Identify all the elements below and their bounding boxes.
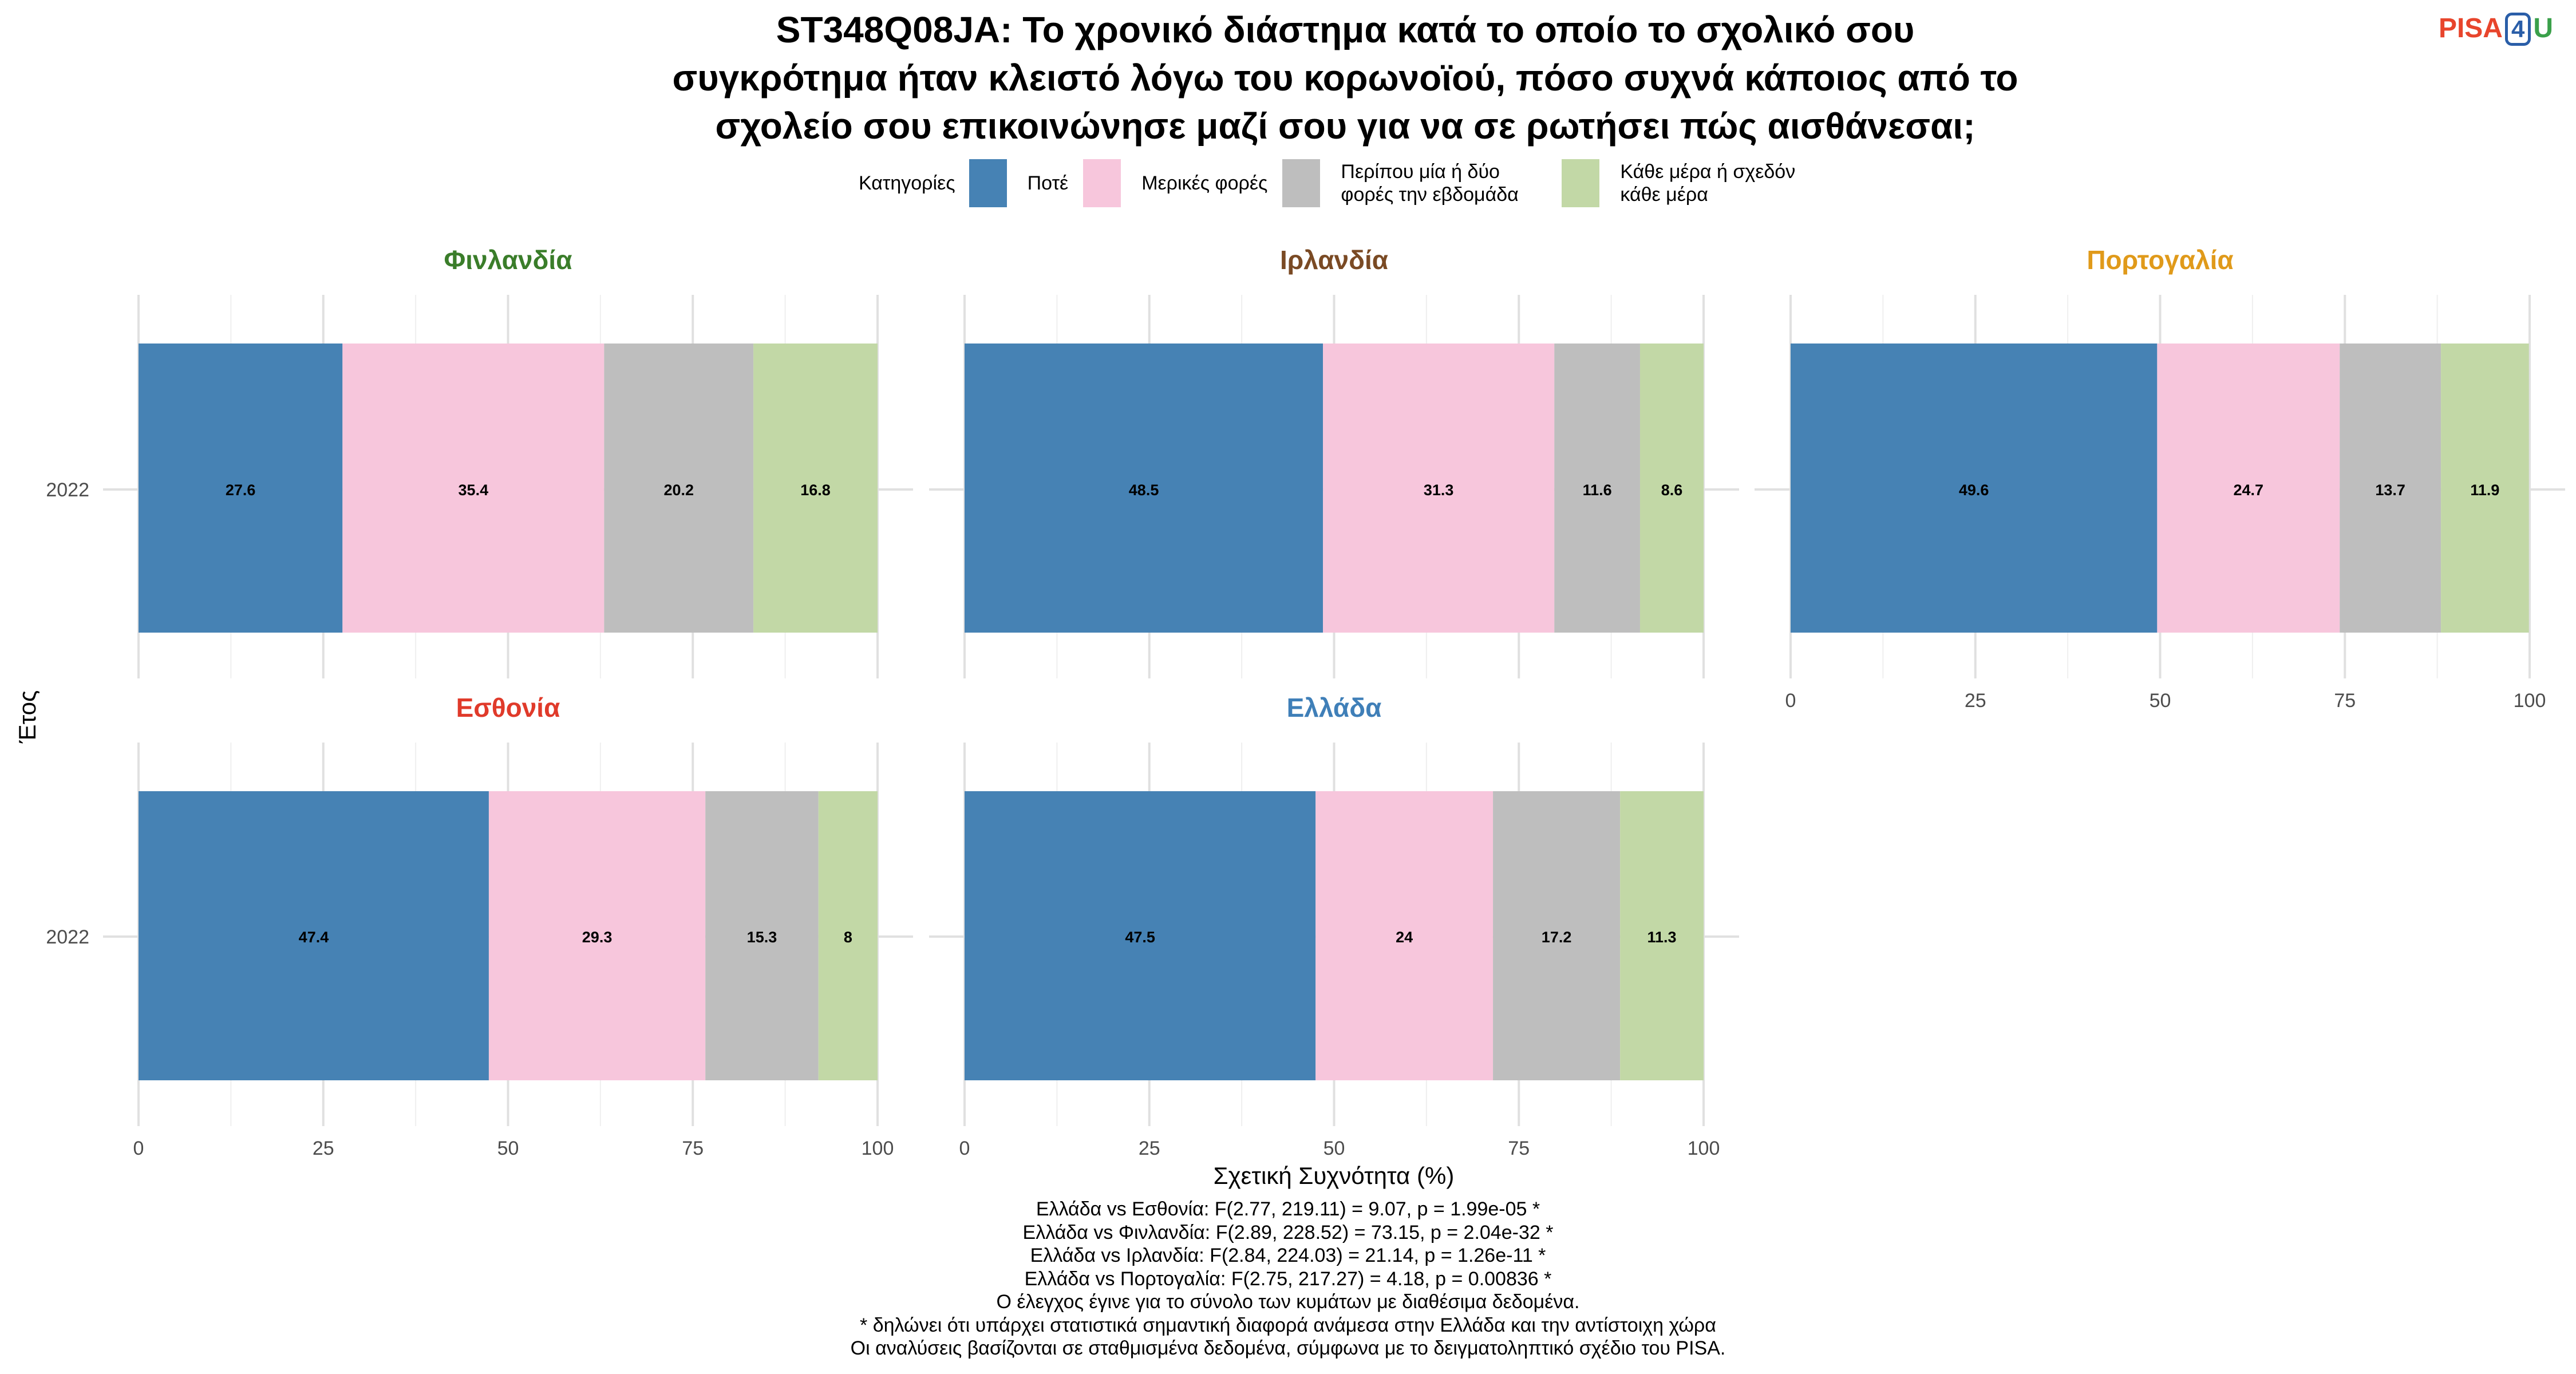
footer-line: * δηλώνει ότι υπάρχει στατιστικά σημαντι…	[860, 1314, 1716, 1336]
panel-title: Φινλανδία	[444, 245, 572, 275]
bar-segment	[1639, 344, 1704, 633]
legend-label: Περίπου μία ή δύο φορές την εβδομάδα	[1341, 161, 1519, 206]
logo-text: 4	[2504, 13, 2531, 46]
x-tick-label: 100	[2514, 690, 2546, 712]
bar-segment	[965, 791, 1316, 1080]
legend-item: Κάθε μέρα ή σχεδόν κάθε μέρα	[1562, 159, 1826, 207]
x-tick-label: 0	[1785, 690, 1796, 712]
data-label: 49.6	[1959, 481, 1989, 499]
panel-title: Πορτογαλία	[2087, 245, 2233, 275]
bar-segment	[1315, 791, 1494, 1080]
bar-segment	[2157, 344, 2340, 633]
y-axis-title: Έτος	[14, 690, 41, 744]
x-tick-label: 0	[959, 1138, 970, 1159]
bar-segment	[1554, 344, 1640, 633]
panel-title: Ελλάδα	[1287, 693, 1382, 722]
legend-label: Κάθε μέρα ή σχεδόν κάθε μέρα	[1620, 161, 1796, 206]
data-label: 8.6	[1661, 481, 1683, 499]
data-label: 47.5	[1125, 929, 1155, 946]
legend-item: Περίπου μία ή δύο φορές την εβδομάδα	[1282, 159, 1547, 207]
x-tick-label: 100	[862, 1138, 894, 1159]
data-label: 31.3	[1424, 481, 1454, 499]
data-label: 27.6	[226, 481, 256, 499]
title-line: σχολείο σου επικοινώνησε μαζί σου για να…	[715, 105, 1976, 147]
legend: Κατηγορίες Ποτέ Μερικές φορές Περίπου μί…	[859, 159, 1841, 207]
bar-segment	[604, 344, 754, 633]
data-label: 20.2	[663, 481, 694, 499]
data-label: 8	[844, 929, 852, 946]
bar-segment	[488, 791, 706, 1080]
x-tick-label: 75	[2334, 690, 2356, 712]
chart-title: ST348Q08JA: Το χρονικό διάστημα κατά το …	[515, 6, 2175, 150]
panel-title: Ιρλανδία	[1280, 245, 1388, 275]
y-tick-label: 2022	[46, 926, 89, 948]
footer-notes: Ελλάδα vs Εσθονία: F(2.77, 219.11) = 9.0…	[687, 1198, 1889, 1360]
footer-line: Ελλάδα vs Ιρλανδία: F(2.84, 224.03) = 21…	[1030, 1245, 1546, 1266]
x-tick-label: 50	[1323, 1138, 1345, 1159]
legend-item: Ποτέ	[969, 159, 1069, 207]
data-label: 35.4	[459, 481, 489, 499]
data-label: 29.3	[582, 929, 613, 946]
bar-segment	[753, 344, 878, 633]
panel-title: Εσθονία	[456, 693, 560, 722]
data-label: 11.3	[1647, 929, 1677, 946]
x-tick-label: 75	[1508, 1138, 1530, 1159]
bar-segment	[139, 791, 489, 1080]
bar-segment	[2340, 344, 2441, 633]
legend-title: Κατηγορίες	[859, 172, 955, 194]
footer-line: Ελλάδα vs Πορτογαλία: F(2.75, 217.27) = …	[1024, 1268, 1552, 1290]
title-line: συγκρότημα ήταν κλειστό λόγω του κορωνοϊ…	[672, 57, 2018, 98]
data-label: 16.8	[800, 481, 831, 499]
bar-segment	[1323, 344, 1555, 633]
legend-key	[1562, 159, 1600, 207]
footer-line: Ελλάδα vs Εσθονία: F(2.77, 219.11) = 9.0…	[1036, 1198, 1540, 1220]
data-label: 15.3	[747, 929, 777, 946]
logo-text: U	[2533, 13, 2553, 44]
data-label: 13.7	[2375, 481, 2405, 499]
bar-segment	[818, 791, 878, 1080]
x-tick-label: 25	[1965, 690, 1986, 712]
y-tick-label: 2022	[46, 479, 89, 501]
legend-key	[969, 159, 1007, 207]
data-label: 11.9	[2470, 481, 2499, 499]
pisa4u-logo: PISA 4 U	[2439, 13, 2553, 46]
bar-segment	[1620, 791, 1704, 1080]
bar-segment	[139, 344, 343, 633]
bar-segment	[2441, 344, 2529, 633]
legend-key	[1282, 159, 1321, 207]
bar-segment	[705, 791, 819, 1080]
x-tick-label: 100	[1688, 1138, 1720, 1159]
x-tick-label: 25	[1139, 1138, 1160, 1159]
footer-line: Ο έλεγχος έγινε για το σύνολο των κυμάτω…	[996, 1291, 1580, 1313]
x-axis-title: Σχετική Συχνότητα (%)	[1214, 1162, 1455, 1189]
logo-text: PISA	[2438, 13, 2503, 44]
x-tick-label: 0	[133, 1138, 144, 1159]
x-tick-label: 75	[682, 1138, 704, 1159]
x-tick-label: 50	[497, 1138, 519, 1159]
data-label: 11.6	[1583, 481, 1612, 499]
legend-item: Μερικές φορές	[1083, 159, 1267, 207]
data-label: 48.5	[1129, 481, 1159, 499]
legend-label: Ποτέ	[1027, 172, 1069, 194]
bar-segment	[965, 344, 1323, 633]
footer-line: Οι αναλύσεις βασίζονται σε σταθμισμένα δ…	[850, 1337, 1726, 1359]
bar-segment	[1493, 791, 1621, 1080]
x-tick-label: 25	[313, 1138, 334, 1159]
legend-label: Μερικές φορές	[1141, 172, 1268, 194]
x-tick-label: 50	[2150, 690, 2171, 712]
data-label: 47.4	[299, 929, 329, 946]
data-label: 17.2	[1542, 929, 1572, 946]
title-line: ST348Q08JA: Το χρονικό διάστημα κατά το …	[776, 9, 1915, 50]
legend-key	[1083, 159, 1121, 207]
footer-line: Ελλάδα vs Φινλανδία: F(2.89, 228.52) = 7…	[1022, 1221, 1554, 1243]
data-label: 24	[1396, 929, 1413, 946]
data-label: 24.7	[2233, 481, 2263, 499]
bar-segment	[1791, 344, 2158, 633]
bar-segment	[342, 344, 605, 633]
